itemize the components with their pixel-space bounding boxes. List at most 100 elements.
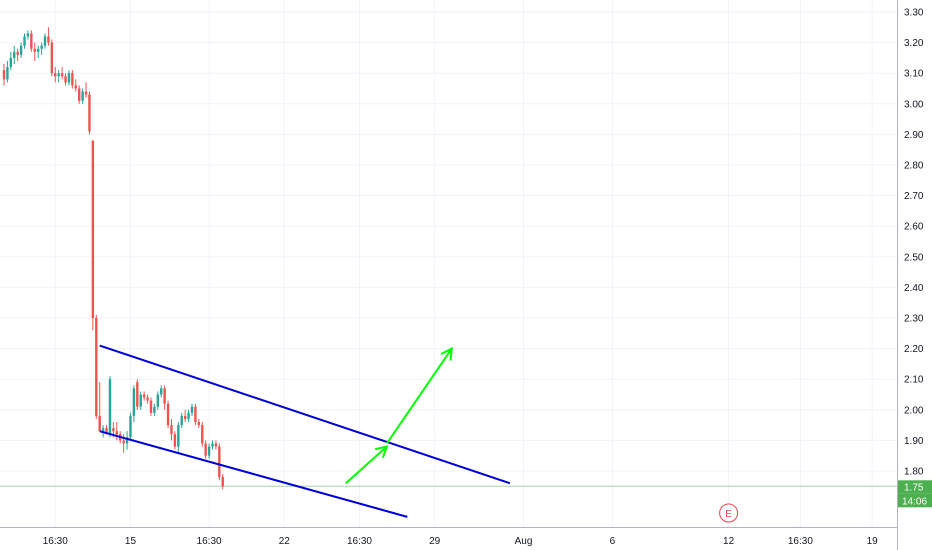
candle <box>88 91 91 135</box>
candle-body <box>88 94 91 132</box>
last-price-tag-bg <box>898 480 932 494</box>
candle <box>177 422 180 453</box>
price-axis[interactable]: 3.30 3.20 3.10 3.00 2.90 2.80 2.70 2.60 2.50 2.40… <box>897 0 924 550</box>
price-tick-label: 2.10 <box>904 375 924 386</box>
candle <box>129 412 132 441</box>
candle-body <box>101 428 105 432</box>
candle-body <box>153 406 156 413</box>
candle-body <box>180 415 183 426</box>
candle <box>139 391 142 410</box>
candle-body <box>112 428 115 432</box>
candle-body <box>60 73 64 77</box>
candle-body <box>108 379 112 435</box>
candle-body <box>77 88 81 101</box>
candle-body <box>177 425 180 447</box>
candle <box>26 30 30 40</box>
arrow-shaft <box>385 348 453 445</box>
candle-body <box>6 67 9 80</box>
candle-body <box>160 388 163 395</box>
candle <box>36 45 40 58</box>
arrow-shaft <box>345 445 388 484</box>
candle <box>67 70 71 86</box>
candle-body <box>71 73 74 86</box>
time-axis[interactable]: 16:30 15 16:30 22 16:30 29 Aug 6 12 16:30 19 <box>0 527 897 548</box>
candle <box>40 42 43 55</box>
candle <box>187 409 190 423</box>
time-tick-label: Aug <box>515 536 533 547</box>
price-tick-label: 2.30 <box>904 314 924 325</box>
price-tick-label: 1.80 <box>904 467 924 478</box>
candle-body <box>194 406 197 423</box>
countdown-tag-bg <box>898 493 932 508</box>
price-tick-label: 3.20 <box>904 38 924 49</box>
price-tick-label: 3.30 <box>904 8 924 19</box>
candle <box>74 79 77 92</box>
candle-body <box>19 45 23 55</box>
price-tick-label: 2.50 <box>904 252 924 263</box>
candle <box>170 418 173 441</box>
candle-body <box>129 415 132 438</box>
price-tick-label: 2.00 <box>904 405 924 416</box>
candle <box>211 440 214 450</box>
candle <box>60 67 64 80</box>
candle <box>207 443 211 459</box>
arrow-head <box>440 346 453 361</box>
candle <box>64 73 67 86</box>
candle-body <box>98 415 101 432</box>
candle <box>166 400 170 429</box>
candle-body <box>122 440 125 444</box>
price-tick-label: 2.40 <box>904 283 924 294</box>
time-tick-label: 15 <box>125 536 137 547</box>
candle <box>132 385 136 423</box>
candle-body <box>207 446 211 456</box>
price-tick-label: 2.70 <box>904 191 924 202</box>
candle <box>23 33 26 49</box>
candle <box>91 140 95 331</box>
candle-body <box>163 388 166 404</box>
drawings-layer: E <box>99 344 739 523</box>
time-tick-label: 19 <box>867 536 879 547</box>
candle-body <box>26 33 30 37</box>
candle-body <box>146 397 149 401</box>
candle-body <box>16 51 19 55</box>
channel-trend-line[interactable] <box>99 430 408 518</box>
candle-body <box>30 33 33 49</box>
candle <box>84 82 88 98</box>
candle <box>71 70 74 89</box>
event-marker-label: E <box>725 509 732 520</box>
candle-body <box>183 415 187 419</box>
channel-trend-line[interactable] <box>99 344 511 485</box>
candle-body <box>81 91 84 101</box>
candle-body <box>170 425 173 435</box>
candle <box>197 418 201 429</box>
candle <box>204 440 207 459</box>
candle <box>183 409 187 423</box>
candle <box>33 42 36 61</box>
candle-body <box>221 477 224 487</box>
candle-body <box>156 394 160 407</box>
candle-body <box>74 85 77 89</box>
arrow-head <box>374 445 389 459</box>
candle <box>77 85 81 104</box>
candle <box>50 39 54 77</box>
candle <box>149 397 153 416</box>
candle <box>153 403 156 416</box>
earnings-event-marker[interactable]: E <box>719 503 739 523</box>
candle <box>16 48 19 61</box>
candle-body <box>23 36 26 46</box>
candle <box>57 70 60 83</box>
candle-body <box>2 70 6 80</box>
candle <box>180 412 183 429</box>
candle <box>81 88 84 104</box>
candle-body <box>64 76 67 83</box>
up-arrow[interactable] <box>385 346 453 445</box>
grid-layer <box>0 0 897 527</box>
candle-body <box>201 425 204 444</box>
up-arrow[interactable] <box>345 445 389 484</box>
candle-body <box>47 36 50 43</box>
candle-body <box>211 443 214 447</box>
candle <box>173 431 177 450</box>
candle-body <box>142 394 146 398</box>
price-tick-label: 2.60 <box>904 222 924 233</box>
